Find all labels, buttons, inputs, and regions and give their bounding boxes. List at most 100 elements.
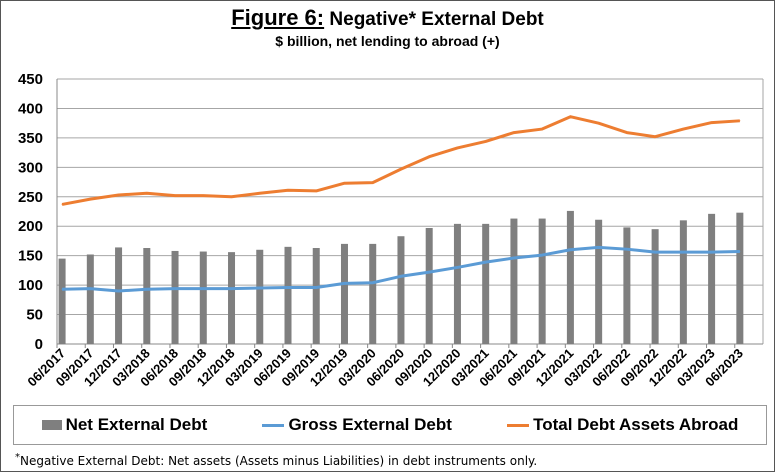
bar-net-external-debt <box>115 247 123 344</box>
point-total-debt-assets-abroad <box>739 120 741 122</box>
point-total-debt-assets-abroad <box>654 136 656 138</box>
point-gross-external-debt <box>569 249 571 251</box>
point-gross-external-debt <box>598 246 600 248</box>
chart-plot: 05010015020025030035040045006/201709/201… <box>18 71 764 389</box>
bar-net-external-debt <box>369 243 377 344</box>
point-total-debt-assets-abroad <box>343 182 345 184</box>
point-gross-external-debt <box>231 288 233 290</box>
y-tick-label: 350 <box>18 130 43 147</box>
bar-net-external-debt <box>143 248 151 344</box>
bar-net-external-debt <box>86 254 94 344</box>
point-total-debt-assets-abroad <box>626 132 628 134</box>
point-total-debt-assets-abroad <box>89 198 91 200</box>
point-gross-external-debt <box>400 275 402 277</box>
legend: Net External Debt Gross External Debt To… <box>13 405 767 445</box>
point-gross-external-debt <box>287 286 289 288</box>
point-total-debt-assets-abroad <box>231 196 233 198</box>
point-total-debt-assets-abroad <box>259 192 261 194</box>
legend-item-gross: Gross External Debt <box>262 415 452 435</box>
bar-net-external-debt <box>425 227 433 344</box>
footnote: *Negative External Debt: Net assets (Ass… <box>15 452 537 468</box>
bar-net-external-debt <box>397 236 405 344</box>
point-total-debt-assets-abroad <box>711 122 713 124</box>
bar-net-external-debt <box>58 258 66 344</box>
point-gross-external-debt <box>711 251 713 253</box>
point-total-debt-assets-abroad <box>146 192 148 194</box>
bar-net-external-debt <box>312 248 320 344</box>
y-tick-label: 100 <box>18 277 43 294</box>
point-gross-external-debt <box>372 282 374 284</box>
bar-net-external-debt <box>453 223 461 344</box>
chart-title: Figure 6: Negative* External Debt <box>1 5 774 31</box>
bar-net-external-debt <box>595 219 603 344</box>
bar-net-external-debt <box>171 250 179 344</box>
point-gross-external-debt <box>315 286 317 288</box>
bar-net-external-debt <box>566 210 574 344</box>
legend-swatch-total <box>507 423 530 427</box>
point-gross-external-debt <box>428 271 430 273</box>
point-total-debt-assets-abroad <box>569 116 571 118</box>
point-gross-external-debt <box>626 248 628 250</box>
y-tick-label: 300 <box>18 159 43 176</box>
figure-label: Figure 6: <box>231 5 325 30</box>
legend-item-total: Total Debt Assets Abroad <box>507 415 738 435</box>
bar-net-external-debt <box>651 229 659 344</box>
point-gross-external-debt <box>485 261 487 263</box>
point-gross-external-debt <box>541 254 543 256</box>
y-tick-label: 150 <box>18 248 43 265</box>
point-gross-external-debt <box>654 251 656 253</box>
point-gross-external-debt <box>259 287 261 289</box>
bar-net-external-debt <box>482 223 490 344</box>
point-total-debt-assets-abroad <box>174 195 176 197</box>
legend-swatch-gross <box>262 423 285 427</box>
point-total-debt-assets-abroad <box>541 128 543 130</box>
legend-label-net: Net External Debt <box>65 415 208 434</box>
point-total-debt-assets-abroad <box>485 140 487 142</box>
point-gross-external-debt <box>89 288 91 290</box>
bar-net-external-debt <box>623 227 631 344</box>
point-gross-external-debt <box>118 290 120 292</box>
point-total-debt-assets-abroad <box>202 195 204 197</box>
legend-swatch-net <box>41 420 62 430</box>
bar-net-external-debt <box>228 252 236 344</box>
title-text: Negative* External Debt <box>329 9 544 30</box>
y-tick-label: 200 <box>18 218 43 235</box>
legend-label-total: Total Debt Assets Abroad <box>533 415 739 434</box>
point-gross-external-debt <box>456 266 458 268</box>
point-gross-external-debt <box>739 251 741 253</box>
bar-net-external-debt <box>340 243 348 344</box>
bar-net-external-debt <box>708 213 716 344</box>
footnote-text: Negative External Debt: Net assets (Asse… <box>20 454 538 468</box>
point-total-debt-assets-abroad <box>456 147 458 149</box>
point-total-debt-assets-abroad <box>513 132 515 134</box>
point-gross-external-debt <box>202 288 204 290</box>
y-tick-label: 400 <box>18 100 43 117</box>
y-tick-label: 250 <box>18 189 43 206</box>
y-tick-label: 0 <box>35 336 43 353</box>
y-tick-label: 450 <box>18 71 43 88</box>
legend-item-net: Net External Debt <box>41 415 208 435</box>
point-total-debt-assets-abroad <box>428 156 430 158</box>
point-total-debt-assets-abroad <box>372 182 374 184</box>
bar-net-external-debt <box>510 218 518 344</box>
bar-net-external-debt <box>736 212 744 344</box>
chart-subtitle: $ billion, net lending to abroad (+) <box>275 33 500 49</box>
point-gross-external-debt <box>682 251 684 253</box>
bar-net-external-debt <box>256 249 264 344</box>
point-gross-external-debt <box>343 282 345 284</box>
point-gross-external-debt <box>61 288 63 290</box>
bar-net-external-debt <box>679 220 687 344</box>
point-total-debt-assets-abroad <box>315 190 317 192</box>
bar-net-external-debt <box>538 218 546 344</box>
point-total-debt-assets-abroad <box>61 203 63 205</box>
point-total-debt-assets-abroad <box>287 189 289 191</box>
line-total-debt-assets-abroad <box>61 115 740 206</box>
footnote-mark: * <box>15 452 20 463</box>
point-total-debt-assets-abroad <box>118 194 120 196</box>
legend-label-gross: Gross External Debt <box>288 415 452 434</box>
y-tick-label: 50 <box>26 307 43 324</box>
point-total-debt-assets-abroad <box>682 128 684 130</box>
point-gross-external-debt <box>513 257 515 259</box>
point-gross-external-debt <box>146 288 148 290</box>
